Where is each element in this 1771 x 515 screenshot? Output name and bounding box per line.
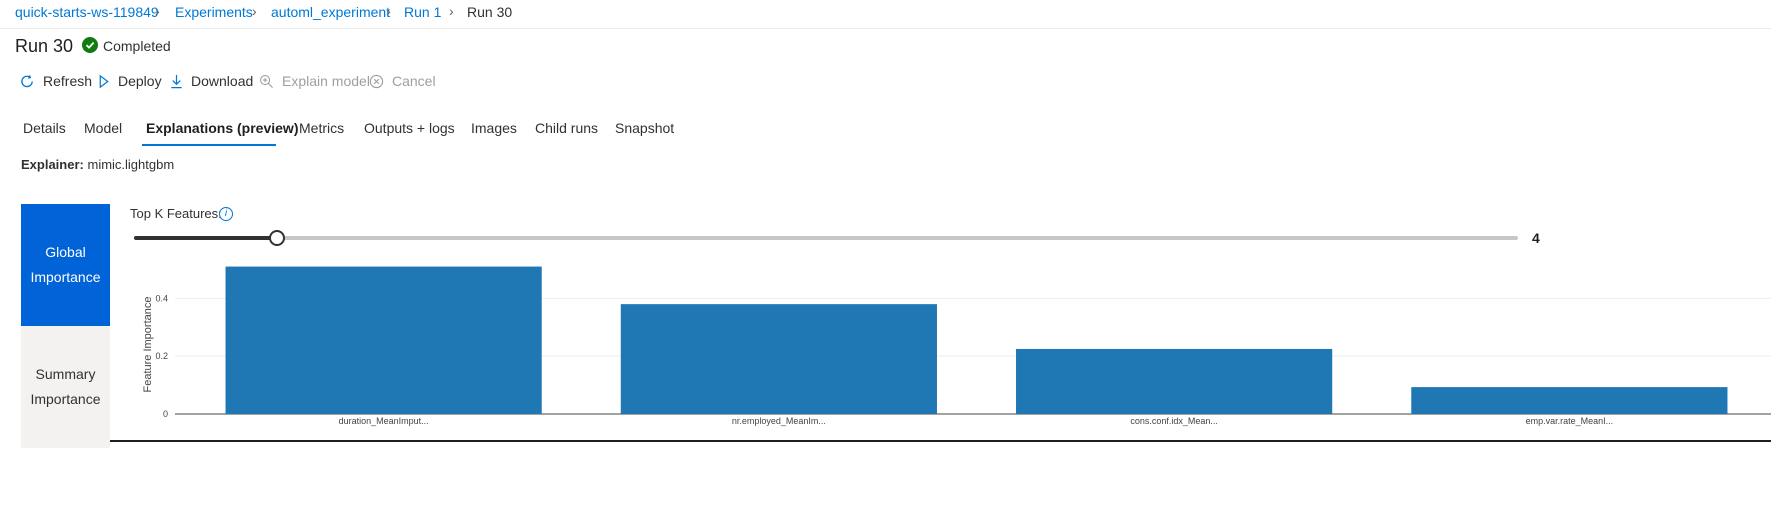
refresh-icon	[21, 74, 33, 87]
download-label: Download	[191, 73, 254, 89]
tab-images[interactable]: Images	[471, 120, 517, 136]
tab-metrics[interactable]: Metrics	[299, 120, 345, 136]
summary-importance-button[interactable]: Summary Importance	[21, 326, 110, 448]
x-tick-label: cons.conf.idx_Mean...	[1130, 416, 1218, 426]
chevron-right-icon: ›	[449, 3, 454, 19]
y-tick-label: 0	[163, 409, 168, 419]
tab-outputs-logs[interactable]: Outputs + logs	[364, 120, 455, 136]
global-importance-button[interactable]: Global Importance	[21, 204, 110, 326]
summary-importance-label: Summary Importance	[30, 366, 101, 407]
chart-bottom-border	[110, 440, 1771, 442]
y-axis-label: Feature Importance	[142, 297, 154, 393]
slider-track-fill	[134, 236, 277, 240]
x-tick-label: nr.employed_MeanIm...	[732, 416, 826, 426]
tab-details[interactable]: Details	[23, 120, 66, 136]
explainer-value: mimic.lightgbm	[87, 157, 175, 172]
x-tick-label: emp.var.rate_MeanI...	[1526, 416, 1614, 426]
slider-thumb[interactable]	[268, 230, 285, 246]
explainer-label: Explainer:	[21, 157, 84, 172]
cancel-button[interactable]: Cancel	[369, 73, 436, 89]
breadcrumb-run-1[interactable]: Run 1	[404, 4, 442, 20]
explain-model-label: Explain model	[282, 73, 370, 89]
breadcrumb-workspace[interactable]: quick-starts-ws-119849	[15, 4, 159, 20]
refresh-button[interactable]: Refresh	[20, 73, 92, 89]
y-tick-label: 0.4	[155, 293, 168, 303]
breadcrumb-experiment[interactable]: automl_experiment	[271, 4, 391, 20]
chevron-right-icon: ›	[386, 3, 391, 19]
explainer-info: Explainer: mimic.lightgbm	[21, 157, 174, 172]
cancel-circle-icon	[369, 74, 384, 88]
tab-child-runs[interactable]: Child runs	[535, 120, 599, 136]
zoom-in-icon	[260, 74, 273, 88]
tab-model[interactable]: Model	[84, 120, 123, 136]
tab-explanations[interactable]: Explanations (preview)	[146, 120, 299, 136]
chevron-right-icon: ›	[252, 3, 257, 19]
breadcrumb-current: Run 30	[467, 4, 513, 20]
cancel-label: Cancel	[392, 73, 436, 89]
y-tick-label: 0.2	[155, 351, 168, 361]
download-button[interactable]: Download	[170, 73, 253, 89]
deploy-button[interactable]: Deploy	[98, 73, 162, 89]
bar	[1411, 387, 1728, 414]
top-k-label: Top K Features:	[130, 206, 222, 221]
x-tick-label: duration_MeanImput...	[339, 416, 429, 426]
slider-value: 4	[1532, 230, 1540, 246]
deploy-label: Deploy	[118, 73, 162, 89]
play-icon	[99, 74, 109, 88]
tab-snapshot[interactable]: Snapshot	[615, 120, 675, 136]
page-title: Run 30	[15, 36, 74, 56]
refresh-label: Refresh	[43, 73, 93, 89]
global-importance-label: Global Importance	[30, 244, 101, 285]
check-circle-icon	[82, 37, 98, 53]
download-icon	[171, 74, 182, 88]
info-icon[interactable]: i	[219, 207, 233, 221]
chevron-right-icon: ›	[155, 3, 160, 19]
slider-track[interactable]	[134, 236, 1518, 240]
bar	[620, 304, 937, 414]
explain-model-button[interactable]: Explain model	[259, 73, 370, 89]
breadcrumb-divider	[0, 28, 1771, 29]
breadcrumb-experiments[interactable]: Experiments	[175, 4, 253, 20]
bar	[1016, 348, 1333, 414]
tab-active-indicator	[142, 144, 276, 146]
status-badge: Completed	[103, 38, 171, 54]
bar	[225, 266, 542, 414]
